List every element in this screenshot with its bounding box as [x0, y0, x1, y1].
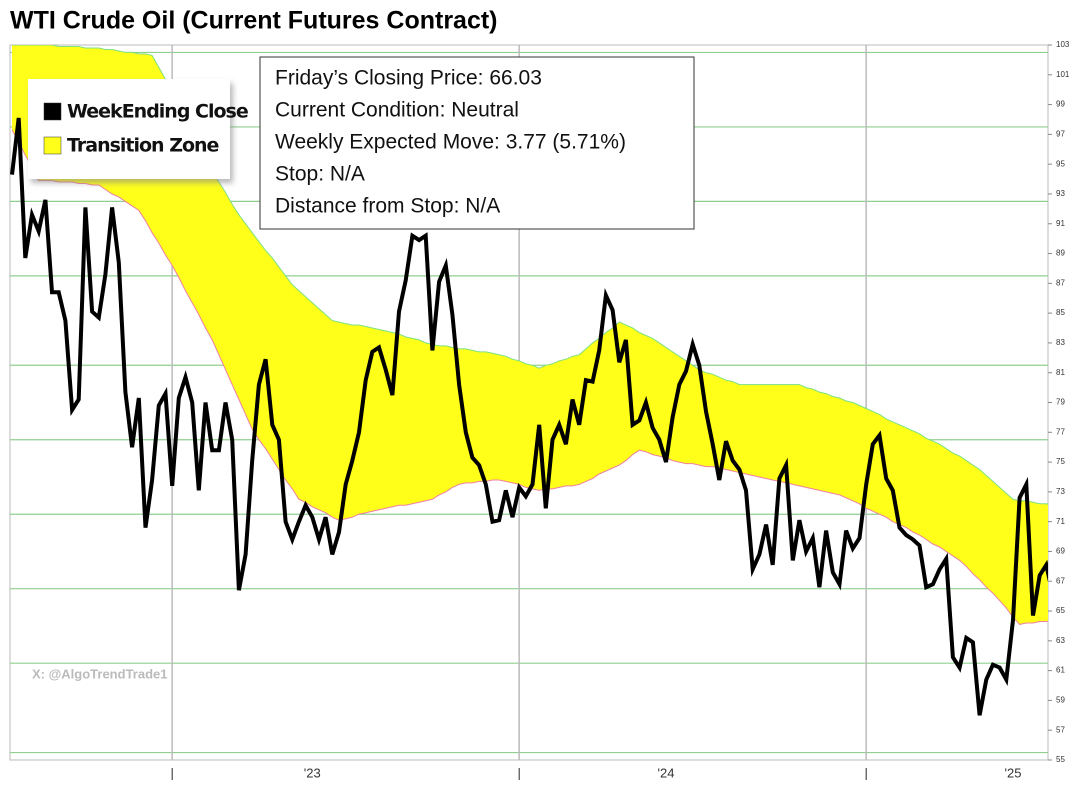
y-tick-label: 87	[1056, 278, 1065, 287]
x-tick-label: '25	[1004, 765, 1021, 780]
y-tick-label: 89	[1056, 249, 1065, 258]
chart-title: WTI Crude Oil (Current Futures Contract)	[10, 7, 498, 35]
y-tick-label: 81	[1056, 368, 1065, 377]
info-frame	[259, 56, 695, 230]
y-tick-label: 103	[1056, 40, 1070, 49]
y-tick-label: 57	[1056, 725, 1065, 734]
watermark: X: @AlgoTrendTrade1	[32, 666, 167, 681]
info-line: Friday’s Closing Price: 66.03	[275, 67, 542, 90]
x-tick-label: '23	[304, 765, 321, 780]
y-tick-label: 77	[1056, 427, 1065, 436]
axes: 55 57 59 61 63 65 67 69 71 73 75 77 79 81 83 85 87 89 91 93…	[170, 40, 1069, 780]
y-tick-label: 101	[1056, 70, 1070, 79]
y-tick-label: 73	[1056, 487, 1065, 496]
y-tick-label: 65	[1056, 606, 1065, 615]
close-line	[10, 117, 1048, 716]
info-box: Friday’s Closing Price: 66.03 Current Con…	[259, 56, 695, 230]
y-tick-label: 83	[1056, 338, 1065, 347]
legend-swatch	[43, 136, 62, 155]
y-tick-label: 95	[1056, 159, 1065, 168]
zone-lower-edge	[11, 129, 1048, 625]
info-line: Weekly Expected Move: 3.77 (5.71%)	[275, 131, 626, 154]
y-tick-label: 63	[1056, 636, 1065, 645]
x-tick-label: |	[170, 765, 173, 780]
y-tick-label: 99	[1056, 100, 1065, 109]
y-tick-label: 85	[1056, 308, 1065, 317]
legend: WeekEnding Close Transition Zone	[28, 79, 249, 179]
x-tick-label: |	[517, 765, 520, 780]
x-tick-label: |	[864, 765, 867, 780]
y-tick-label: 97	[1056, 129, 1065, 138]
info-line: Stop: N/A	[275, 163, 365, 186]
info-line: Current Condition: Neutral	[275, 99, 519, 122]
legend-label: Transition Zone	[67, 135, 219, 157]
y-tick-label: 91	[1056, 219, 1065, 228]
legend-label: WeekEnding Close	[67, 101, 248, 123]
y-tick-label: 67	[1056, 576, 1065, 585]
y-tick-label: 61	[1056, 666, 1065, 675]
y-tick-label: 69	[1056, 547, 1065, 556]
legend-box	[28, 79, 230, 179]
y-tick-label: 55	[1056, 755, 1065, 764]
legend-swatch	[43, 102, 62, 121]
y-tick-label: 75	[1056, 457, 1065, 466]
y-tick-label: 79	[1056, 398, 1065, 407]
x-tick-label: '24	[657, 765, 674, 780]
y-tick-label: 71	[1056, 517, 1065, 526]
info-line: Distance from Stop: N/A	[275, 195, 500, 218]
y-tick-label: 93	[1056, 189, 1065, 198]
y-tick-label: 59	[1056, 696, 1065, 705]
